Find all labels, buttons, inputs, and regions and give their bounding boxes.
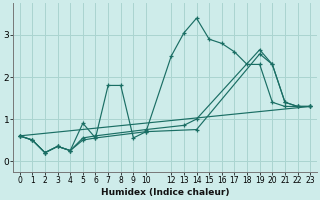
X-axis label: Humidex (Indice chaleur): Humidex (Indice chaleur) [101,188,229,197]
